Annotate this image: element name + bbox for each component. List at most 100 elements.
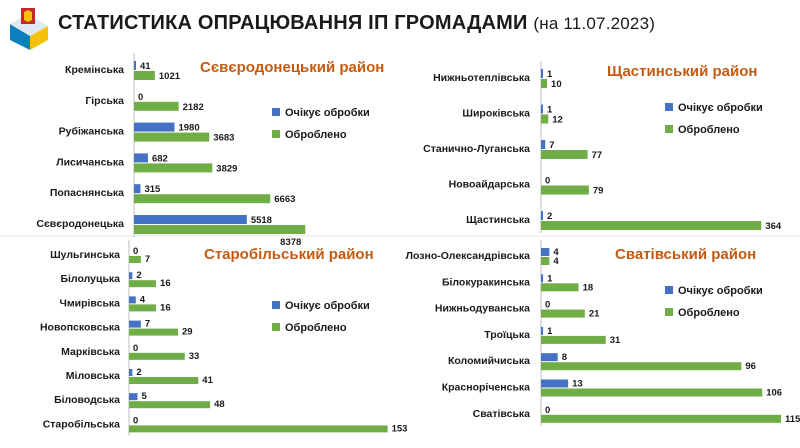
- starobilsk-legend-processed-swatch: [272, 323, 280, 331]
- starobilsk-category-label: Міловська: [66, 370, 120, 382]
- svatove-processed-bar: [541, 257, 550, 265]
- severodonetsk-pending-bar: [134, 122, 175, 132]
- starobilsk-processed-value: 29: [182, 327, 193, 338]
- shchastia-processed-value: 12: [552, 115, 563, 126]
- starobilsk-chart-title: Старобільський район: [204, 246, 374, 263]
- shchastia-legend-processed-label: Оброблено: [678, 124, 740, 136]
- svatove-pending-value: 1: [547, 273, 553, 284]
- severodonetsk-pending-bar: [134, 153, 148, 163]
- starobilsk-pending-bar: [129, 393, 138, 401]
- shchastia-processed-bar: [541, 79, 548, 88]
- report-date: (на 11.07.2023): [533, 14, 656, 33]
- starobilsk-pending-value: 5: [141, 391, 147, 402]
- page-title: СТАТИСТИКА ОПРАЦЮВАННЯ ІП ГРОМАДАМИ (на …: [58, 12, 656, 34]
- severodonetsk-pending-value: 41: [140, 61, 151, 72]
- starobilsk-processed-bar: [129, 352, 185, 360]
- shchastia-processed-value: 77: [592, 150, 603, 161]
- svatove-pending-bar: [541, 274, 544, 283]
- severodonetsk-category-label: Лисичанська: [56, 156, 124, 168]
- starobilsk-processed-bar: [129, 304, 157, 312]
- severodonetsk-processed-value: 1021: [159, 71, 181, 82]
- svatove-legend-processed-swatch: [665, 308, 673, 316]
- shchastia-pending-value: 1: [547, 69, 553, 80]
- severodonetsk-pending-bar: [134, 184, 141, 194]
- shchastia-processed-bar: [541, 114, 549, 124]
- shchastia-category-label: Широківська: [462, 108, 530, 120]
- starobilsk-pending-bar: [129, 296, 136, 304]
- shchastia-category-label: Станично-Луганська: [423, 143, 530, 155]
- shchastia-processed-value: 10: [551, 79, 562, 90]
- shchastia-legend-pending-swatch: [665, 103, 673, 111]
- starobilsk-processed-value: 48: [214, 399, 225, 410]
- severodonetsk-pending-bar: [134, 215, 247, 224]
- shchastia-processed-value: 364: [765, 221, 782, 232]
- starobilsk-legend-processed-label: Оброблено: [285, 322, 347, 334]
- svatove-processed-value: 115: [785, 414, 800, 425]
- svatove-processed-value: 96: [745, 361, 756, 372]
- starobilsk-pending-value: 0: [133, 415, 138, 426]
- svatove-pending-value: 4: [553, 247, 559, 258]
- starobilsk-pending-value: 2: [136, 270, 141, 281]
- starobilsk-processed-value: 153: [392, 423, 408, 434]
- severodonetsk-category-label: Попаснянська: [50, 187, 124, 199]
- starobilsk-category-label: Старобільська: [43, 418, 120, 430]
- starobilsk-pending-value: 2: [136, 367, 141, 378]
- shchastia-processed-value: 79: [593, 186, 604, 197]
- starobilsk-pending-value: 4: [140, 294, 146, 305]
- severodonetsk-pending-bar: [134, 61, 136, 70]
- svatove-category-label: Троїцька: [484, 329, 530, 341]
- shchastia-processed-bar: [541, 185, 589, 195]
- svatove-category-label: Красноріченська: [442, 382, 530, 394]
- severodonetsk-processed-bar: [134, 163, 213, 173]
- starobilsk-processed-value: 33: [189, 351, 200, 362]
- svatove-processed-value: 106: [766, 388, 782, 399]
- svatove-processed-bar: [541, 388, 763, 397]
- severodonetsk-processed-bar: [134, 225, 306, 234]
- shchastia-legend-processed-swatch: [665, 125, 673, 133]
- starobilsk-processed-value: 7: [145, 254, 150, 265]
- starobilsk-pending-value: 0: [133, 343, 138, 354]
- svatove-processed-value: 31: [610, 335, 621, 346]
- starobilsk-legend-pending-label: Очікує обробки: [285, 300, 370, 312]
- starobilsk-pending-value: 0: [133, 246, 138, 257]
- starobilsk-category-label: Чмирівська: [59, 297, 120, 309]
- svatove-legend-pending-swatch: [665, 286, 673, 294]
- svatove-pending-value: 13: [572, 379, 583, 390]
- starobilsk-processed-bar: [129, 377, 199, 384]
- severodonetsk-processed-bar: [134, 194, 271, 204]
- severodonetsk-category-label: Гірська: [85, 95, 124, 107]
- severodonetsk-processed-value: 2182: [183, 102, 204, 113]
- svatove-category-label: Білокуракинська: [442, 276, 530, 288]
- shchastia-pending-value: 7: [549, 140, 554, 151]
- svatove-category-label: Сватівська: [473, 408, 531, 420]
- svatove-processed-bar: [541, 362, 742, 371]
- svatove-pending-bar: [541, 326, 544, 335]
- starobilsk-processed-value: 41: [202, 375, 213, 386]
- severodonetsk-legend-processed-swatch: [272, 130, 280, 138]
- starobilsk-processed-value: 16: [160, 278, 171, 289]
- severodonetsk-category-label: Рубіжанська: [59, 126, 125, 138]
- starobilsk-processed-bar: [129, 328, 179, 336]
- shchastia-category-label: Щастинська: [466, 214, 530, 226]
- starobilsk-processed-bar: [129, 425, 388, 433]
- shchastia-pending-bar: [541, 69, 543, 78]
- severodonetsk-legend-pending-label: Очікує обробки: [285, 107, 370, 119]
- svatove-processed-value: 21: [589, 309, 600, 320]
- svatove-pending-value: 1: [547, 326, 553, 337]
- severodonetsk-processed-value: 3683: [213, 133, 234, 144]
- severodonetsk-processed-bar: [134, 101, 179, 111]
- svatove-pending-value: 0: [545, 300, 550, 311]
- svatove-processed-value: 18: [583, 282, 594, 293]
- starobilsk-processed-bar: [129, 256, 141, 263]
- svatove-processed-value: 4: [553, 256, 559, 267]
- svatove-pending-bar: [541, 248, 550, 256]
- starobilsk-category-label: Новопсковська: [40, 322, 120, 334]
- shchastia-pending-value: 1: [547, 105, 553, 116]
- shchastia-processed-bar: [541, 150, 588, 159]
- svatove-pending-bar: [541, 379, 569, 388]
- svatove-legend-pending-label: Очікує обробки: [678, 285, 763, 297]
- shchastia-pending-bar: [541, 211, 543, 220]
- severodonetsk-category-label: Сєвєродонецька: [36, 218, 124, 230]
- svatove-processed-bar: [541, 283, 579, 292]
- shchastia-chart-title: Щастинський район: [607, 63, 757, 80]
